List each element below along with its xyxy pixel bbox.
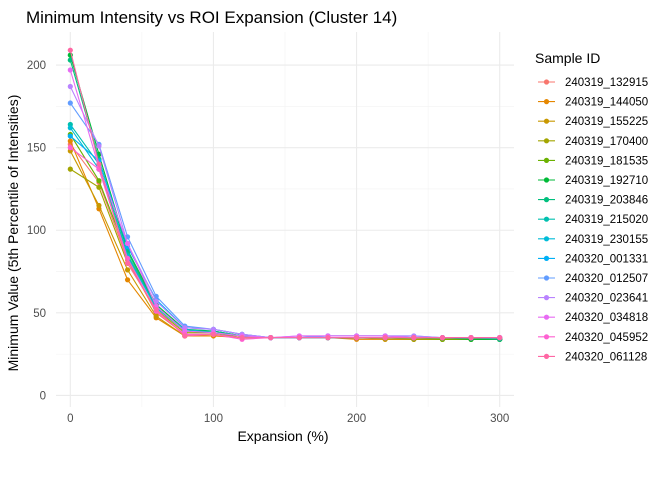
data-point <box>153 313 159 319</box>
legend-key-point <box>543 118 550 124</box>
data-point <box>124 240 131 247</box>
legend-title: Sample ID <box>535 50 600 66</box>
legend-key-point <box>543 314 550 320</box>
series-line <box>69 50 500 339</box>
data-point <box>67 83 73 90</box>
legend-item: 240320_061128 <box>538 351 647 363</box>
legend-label: 240320_012507 <box>565 273 648 285</box>
legend-label: 240319_155225 <box>565 116 648 128</box>
legend-key-point <box>543 177 550 183</box>
legend-label: 240320_045952 <box>565 332 648 344</box>
legend-item: 240320_045952 <box>538 332 648 344</box>
legend-key-point <box>543 197 550 203</box>
data-point <box>468 335 474 341</box>
y-tick-label: 0 <box>40 390 46 402</box>
data-point <box>439 335 446 341</box>
x-tick-label: 0 <box>67 413 73 425</box>
data-point <box>67 125 73 131</box>
chart-title: Minimum Intensity vs ROI Expansion (Clus… <box>26 8 397 27</box>
legend-item: 240319_215020 <box>538 214 648 226</box>
legend-key-point <box>543 216 550 222</box>
legend-label: 240319_144050 <box>565 97 648 109</box>
legend-item: 240319_181535 <box>538 155 648 167</box>
grid <box>56 32 514 407</box>
data-point <box>268 335 274 341</box>
x-tick-label: 300 <box>490 413 509 425</box>
data-point <box>124 260 131 266</box>
legend-key-point <box>543 138 550 144</box>
legend-label: 240319_230155 <box>565 234 648 246</box>
data-point <box>96 202 102 209</box>
legend-item: 240319_170400 <box>538 136 648 148</box>
data-point <box>239 335 245 341</box>
y-tick-label: 100 <box>27 225 46 237</box>
legend-label: 240319_215020 <box>565 214 648 226</box>
data-point <box>382 335 388 341</box>
legend-key-point <box>543 255 550 261</box>
data-point <box>96 178 102 184</box>
legend-key-point <box>543 353 550 359</box>
data-point <box>124 267 131 273</box>
legend-item: 240319_192710 <box>538 175 648 187</box>
legend-label: 240320_001331 <box>565 253 648 265</box>
legend-item: 240319_132915 <box>538 77 648 89</box>
series-240320_061128 <box>67 47 503 341</box>
data-point <box>182 333 188 339</box>
legend-key-point <box>543 79 550 85</box>
legend-label: 240320_061128 <box>565 351 647 363</box>
tick-labels: 0 100 200 300 0 50 100 150 200 <box>27 60 509 425</box>
legend-label: 240320_034818 <box>565 312 648 324</box>
legend-label: 240320_023641 <box>565 293 648 305</box>
legend: 240319_132915 240319_144050 240319_155225 2… <box>538 77 648 363</box>
legend-item: 240319_155225 <box>538 116 648 128</box>
data-point <box>67 145 73 151</box>
legend-key-point <box>543 236 550 242</box>
data-point <box>67 67 73 73</box>
y-tick-label: 200 <box>27 60 46 72</box>
legend-key-point <box>543 334 550 340</box>
legend-key-point <box>543 275 550 281</box>
y-tick-label: 150 <box>27 143 46 155</box>
series-lines <box>67 47 503 342</box>
data-point <box>353 335 360 341</box>
legend-item: 240320_023641 <box>538 293 648 305</box>
legend-key-point <box>543 99 550 105</box>
data-point <box>67 133 73 139</box>
legend-item: 240320_012507 <box>538 273 648 285</box>
x-tick-label: 100 <box>204 413 223 425</box>
data-point <box>96 184 102 190</box>
data-point <box>96 161 102 167</box>
legend-label: 240319_192710 <box>565 175 648 187</box>
data-point <box>67 100 73 106</box>
data-point <box>96 143 102 149</box>
data-point <box>67 138 73 144</box>
x-tick-label: 200 <box>347 413 366 425</box>
data-point <box>67 47 73 53</box>
legend-item: 240320_034818 <box>538 312 648 324</box>
y-tick-label: 50 <box>33 308 46 320</box>
y-axis-title: Minimum Value (5th Percentile of Intensi… <box>5 95 21 372</box>
legend-item: 240319_144050 <box>538 97 648 109</box>
data-point <box>67 57 73 63</box>
legend-key-point <box>543 157 550 163</box>
data-point <box>296 335 302 341</box>
legend-label: 240319_170400 <box>565 136 648 148</box>
legend-key-point <box>543 295 550 301</box>
legend-label: 240319_132915 <box>565 77 648 89</box>
data-point <box>497 335 503 341</box>
x-axis-title: Expansion (%) <box>237 428 328 444</box>
data-point <box>124 277 131 283</box>
legend-label: 240319_203846 <box>565 195 648 207</box>
legend-item: 240320_001331 <box>538 253 648 265</box>
data-point <box>411 335 417 341</box>
data-point <box>153 306 159 313</box>
data-point <box>325 335 331 341</box>
legend-label: 240319_181535 <box>565 155 648 167</box>
data-point <box>67 166 73 172</box>
legend-item: 240319_230155 <box>538 234 648 246</box>
data-point <box>210 331 217 337</box>
legend-item: 240319_203846 <box>538 195 648 207</box>
